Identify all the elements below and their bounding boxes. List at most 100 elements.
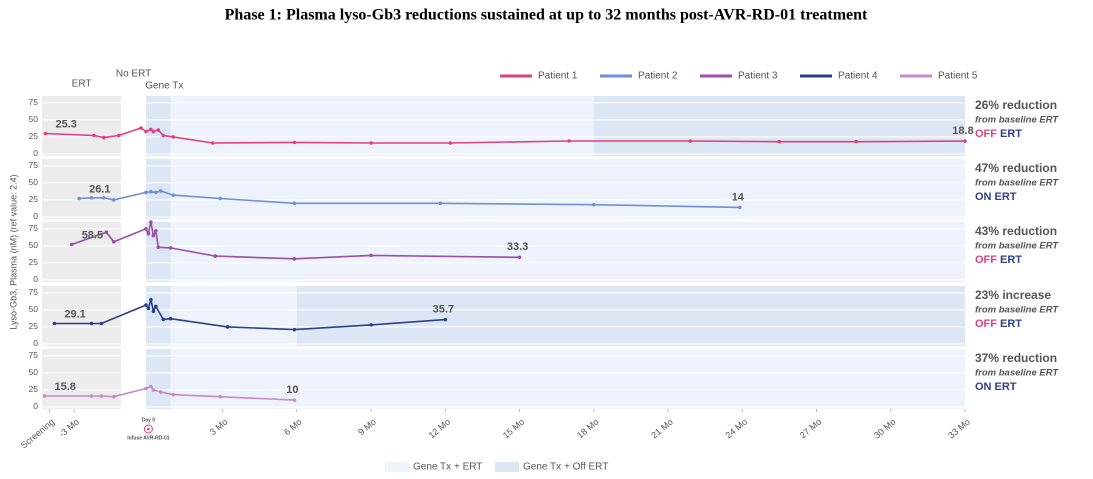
data-point (567, 139, 571, 143)
off-ert-region (593, 96, 965, 156)
x-tick-label: 15 Mo (501, 417, 527, 441)
y-tick-label: 25 (29, 321, 39, 331)
ert-status: OFF ERT (975, 128, 1022, 140)
data-point (963, 139, 967, 143)
baseline-note: from baseline ERT (975, 368, 1059, 379)
data-point (592, 202, 596, 207)
change-label: 43% reduction (975, 224, 1057, 238)
phase-region (42, 96, 122, 156)
x-tick-label: 30 Mo (872, 417, 898, 441)
data-point (213, 254, 218, 258)
ert-status-suffix: ERT (995, 381, 1017, 393)
phase-region (145, 286, 171, 346)
data-point (156, 128, 161, 132)
baseline-label: 29.1 (64, 308, 85, 320)
data-point (102, 196, 106, 200)
data-point (99, 321, 104, 326)
y-tick-label: 50 (29, 240, 39, 250)
y-tick-label: 50 (29, 177, 39, 187)
end-value-label: 18.8 (952, 125, 973, 137)
data-point (777, 139, 782, 144)
ert-status-word: OFF (975, 128, 997, 140)
x-tick-label: 3 Mo (208, 417, 230, 438)
baseline-label: 15.8 (54, 381, 75, 393)
ert-status-word: ON (975, 191, 992, 203)
phase-region (121, 286, 146, 346)
baseline-note: from baseline ERT (975, 115, 1059, 126)
data-point (149, 127, 153, 132)
ert-status: ON ERT (975, 191, 1017, 203)
legend-label: Patient 1 (538, 71, 578, 82)
y-tick-label: 75 (29, 287, 39, 297)
data-point (144, 129, 148, 134)
data-point (292, 327, 297, 332)
y-tick-label: 25 (29, 384, 39, 394)
end-value-label: 33.3 (507, 241, 528, 253)
off-ert-region (296, 286, 965, 346)
ert-status-word: OFF (975, 254, 997, 266)
data-point (161, 133, 166, 138)
data-point (139, 126, 143, 130)
infusion-dot (147, 427, 150, 431)
data-point (149, 220, 153, 224)
data-point (146, 231, 151, 236)
data-point (149, 189, 153, 194)
day0-label: Day 0 (142, 417, 156, 423)
data-point (99, 394, 104, 398)
phase-region (42, 286, 122, 346)
ert-status-suffix: ERT (1000, 128, 1022, 140)
phase-region (145, 96, 171, 156)
data-point (144, 386, 148, 391)
phase-region (145, 159, 171, 219)
data-line (45, 127, 966, 144)
data-point (156, 245, 161, 250)
data-point (517, 255, 522, 260)
infusion-marker (143, 424, 153, 434)
ert-status: OFF ERT (975, 254, 1022, 266)
data-point (144, 303, 148, 307)
x-tick-label: 24 Mo (724, 417, 750, 441)
data-point (438, 201, 443, 206)
infusion-label: Infuse AVR-RD-01 (127, 435, 169, 441)
phase-region (145, 349, 171, 409)
legend-label: Patient 4 (838, 71, 878, 82)
y-tick-label: 75 (29, 97, 39, 107)
data-point (146, 306, 151, 311)
change-label: 23% increase (975, 288, 1051, 302)
data-point (225, 325, 230, 329)
data-point (292, 257, 297, 261)
y-tick-label: 0 (33, 274, 38, 284)
baseline-note: from baseline ERT (975, 241, 1059, 252)
data-point (292, 201, 297, 206)
baseline-note: from baseline ERT (975, 305, 1059, 316)
data-point (688, 139, 693, 143)
y-tick-label: 25 (29, 194, 39, 204)
data-point (369, 141, 373, 145)
y-tick-label: 0 (33, 211, 38, 221)
x-tick-label: Screening (19, 417, 56, 451)
y-tick-label: 50 (29, 114, 39, 124)
x-tick-label: 18 Mo (575, 417, 601, 441)
change-label: 26% reduction (975, 98, 1057, 112)
data-point (111, 239, 116, 244)
data-point (369, 323, 373, 327)
change-label: 47% reduction (975, 161, 1057, 175)
data-point (42, 394, 47, 398)
x-tick-label: 9 Mo (356, 417, 378, 438)
phase-label: ERT (72, 79, 92, 90)
y-tick-label: 50 (29, 304, 39, 314)
ert-status-word: ON (975, 381, 992, 393)
data-point (292, 140, 297, 145)
x-tick-label: 12 Mo (427, 417, 453, 441)
data-point (102, 135, 106, 140)
end-value-label: 35.7 (433, 304, 454, 316)
data-point (89, 196, 94, 200)
x-tick-label: -3 Mo (57, 417, 81, 439)
baseline-label: 25.3 (55, 118, 76, 130)
phase-region (42, 349, 122, 409)
region-legend-label: Gene Tx + ERT (413, 462, 482, 473)
legend-label: Patient 2 (638, 71, 678, 82)
data-point (158, 189, 163, 193)
data-point (154, 190, 158, 195)
gene-tx-ert-region (170, 222, 965, 282)
